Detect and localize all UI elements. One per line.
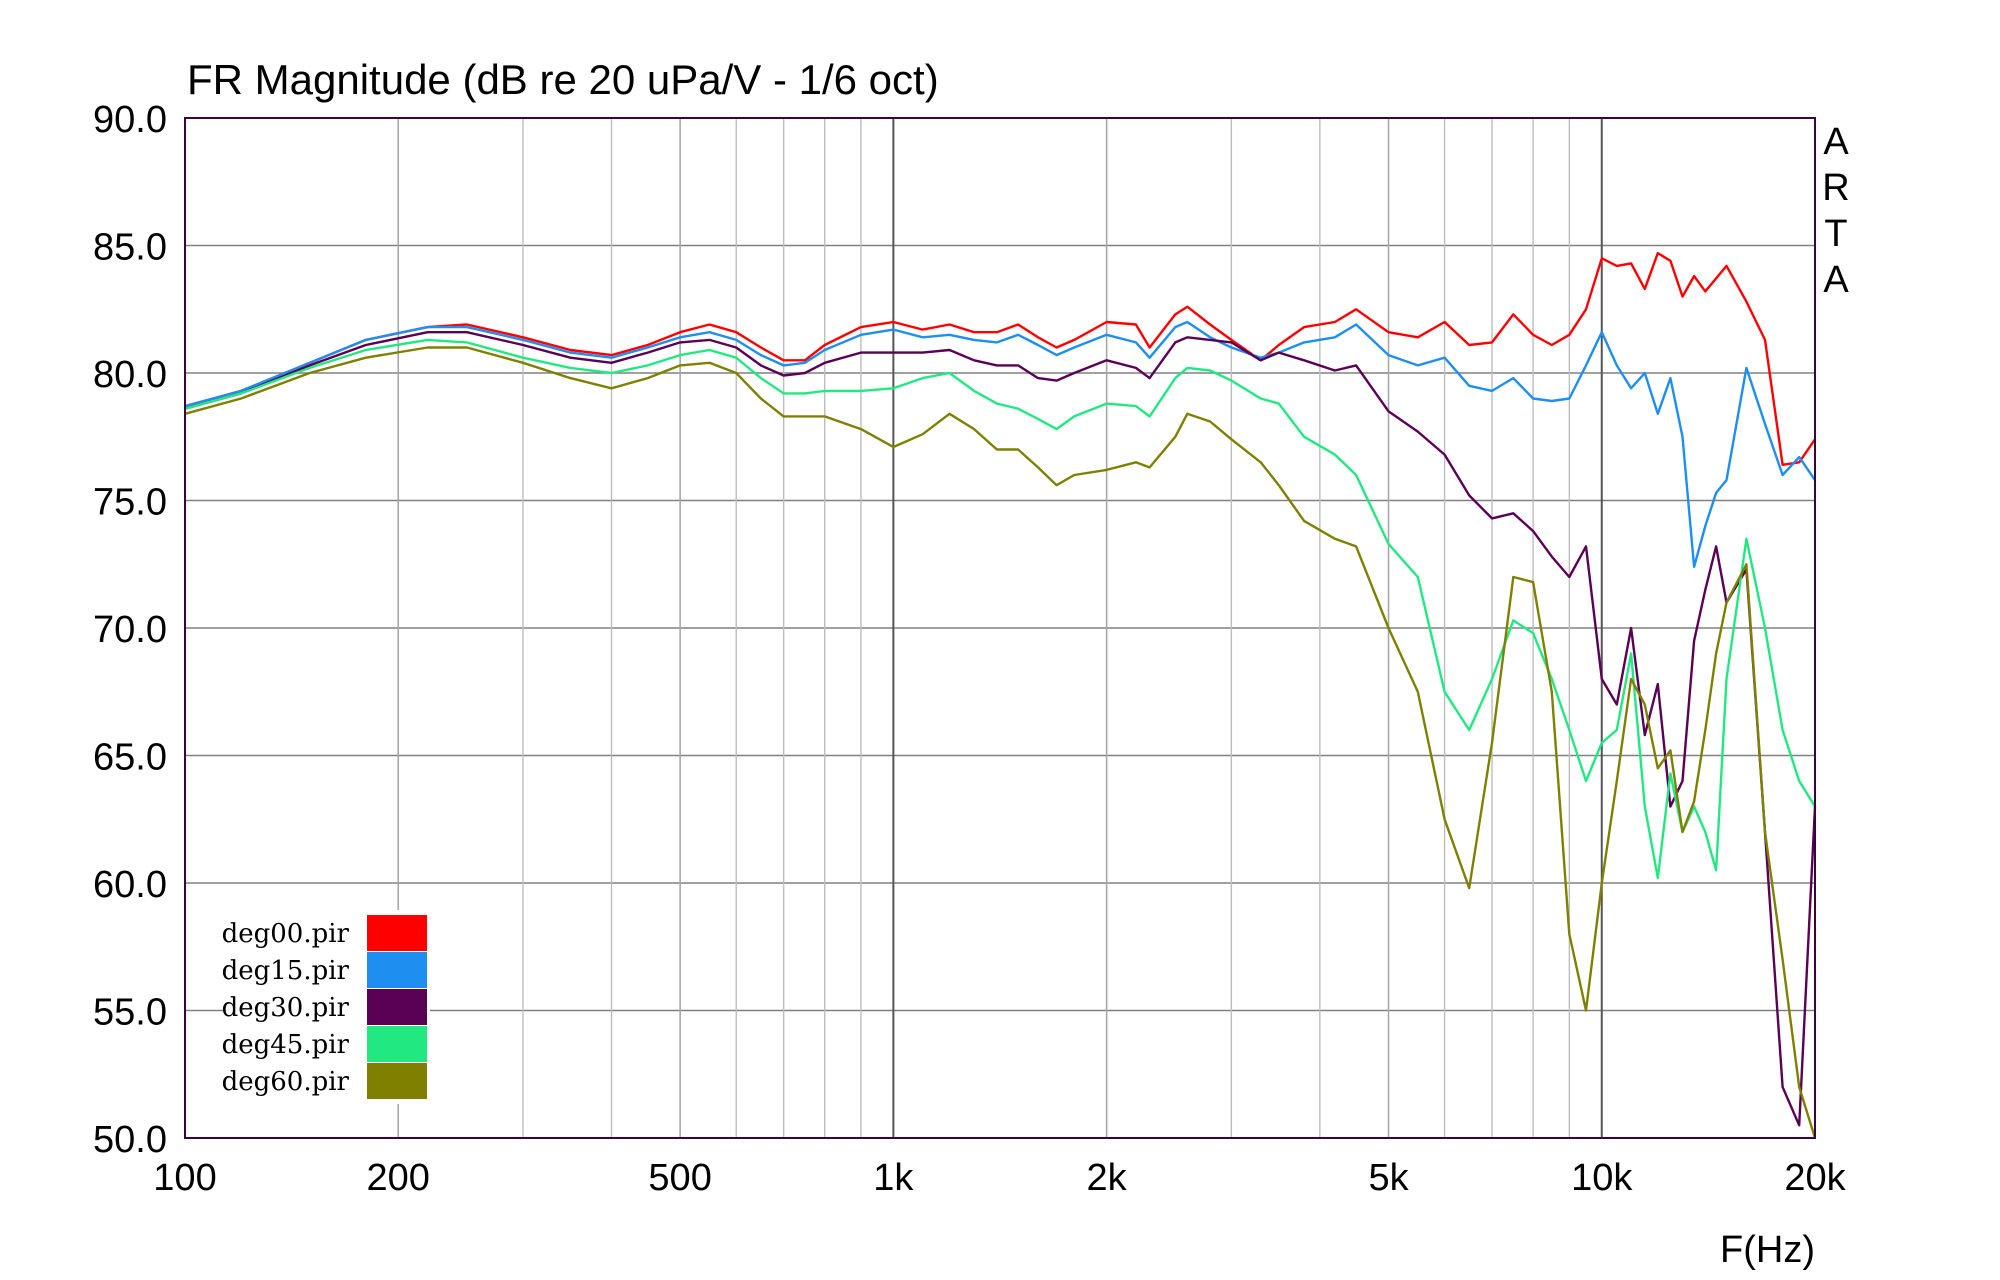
watermark-letter: T: [1824, 213, 1847, 255]
plot-frame: [184, 117, 1816, 1139]
watermark-letter: A: [1823, 259, 1849, 301]
y-tick-label: 75.0: [93, 482, 167, 524]
legend-label: deg15.pir: [222, 956, 350, 986]
legend-swatch: [367, 952, 427, 988]
y-tick-label: 55.0: [93, 992, 167, 1034]
chart-title: FR Magnitude (dB re 20 uPa/V - 1/6 oct): [187, 56, 939, 103]
legend-swatch: [367, 1026, 427, 1062]
y-tick-label: 50.0: [93, 1119, 167, 1161]
y-tick-label: 60.0: [93, 864, 167, 906]
x-tick-label: 500: [648, 1157, 711, 1199]
legend-label: deg45.pir: [222, 1030, 350, 1060]
legend-swatch: [367, 1063, 427, 1099]
y-tick-label: 85.0: [93, 227, 167, 269]
legend-swatch: [367, 915, 427, 951]
x-tick-label: 1k: [873, 1157, 914, 1199]
series-line-deg30: [184, 331, 1817, 1127]
x-tick-label: 2k: [1087, 1157, 1128, 1199]
legend: deg00.pir deg15.pir deg30.pir deg45.pir deg6…: [222, 910, 430, 1104]
y-tick-label: 65.0: [93, 737, 167, 779]
x-tick-label: 5k: [1368, 1157, 1409, 1199]
x-tick-label: 20k: [1784, 1157, 1846, 1199]
x-tick-label: 100: [153, 1157, 216, 1199]
series-lines: [184, 251, 1817, 1139]
y-tick-label: 90.0: [93, 99, 167, 141]
y-tick-label: 80.0: [93, 354, 167, 396]
y-tick-label: 70.0: [93, 609, 167, 651]
x-tick-label: 200: [367, 1157, 430, 1199]
legend-label: deg00.pir: [222, 919, 350, 949]
series-line-deg60: [184, 346, 1817, 1139]
series-line-deg45: [184, 338, 1817, 880]
series-line-deg00: [184, 251, 1816, 466]
legend-label: deg60.pir: [222, 1067, 350, 1097]
watermark-letter: R: [1822, 167, 1849, 209]
watermark-letter: A: [1823, 121, 1849, 163]
x-tick-label: 10k: [1571, 1157, 1633, 1199]
legend-label: deg30.pir: [222, 993, 350, 1023]
legend-swatch: [367, 989, 427, 1025]
series-line-deg15: [184, 320, 1816, 568]
x-axis-label: F(Hz): [1720, 1229, 1815, 1271]
